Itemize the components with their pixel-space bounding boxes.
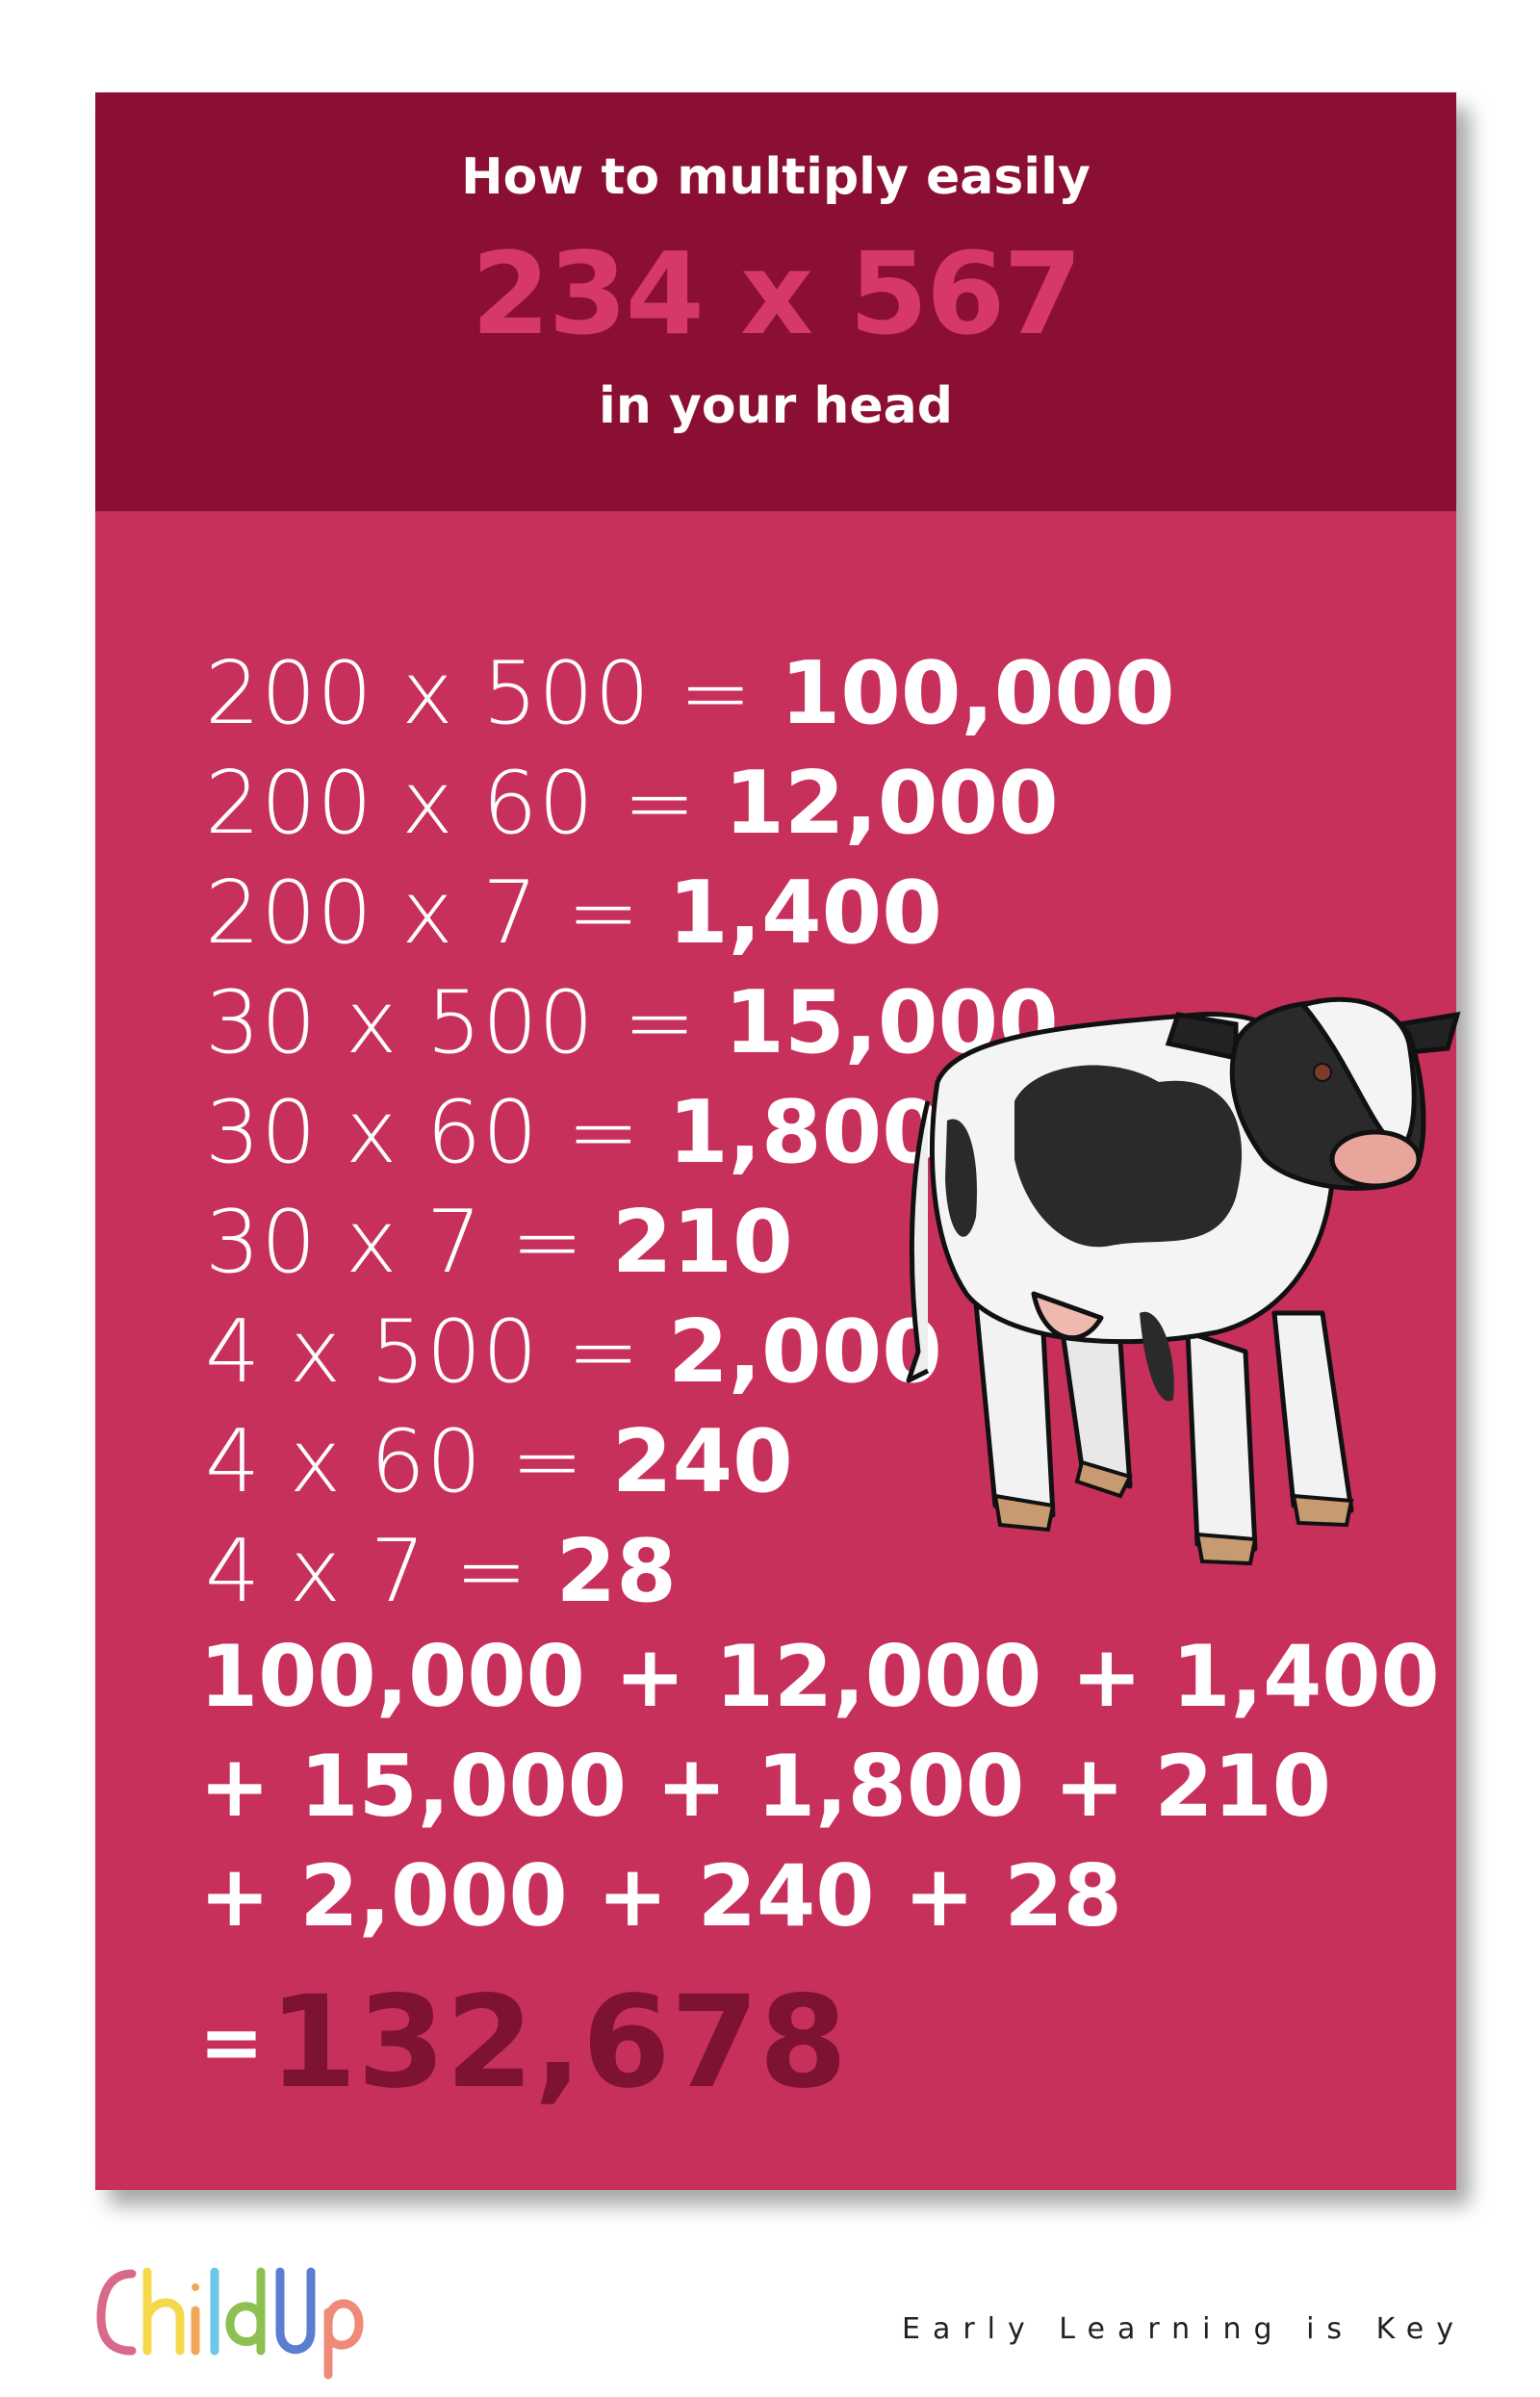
sum-line: 100,000 + 12,000 + 1,400 [199, 1627, 1440, 1726]
step-product: 240 [611, 1411, 793, 1512]
step-row: 4 x 60 = 240 [205, 1419, 793, 1506]
step-product: 2,000 [668, 1302, 942, 1403]
title: How to multiply easily [461, 148, 1091, 206]
result-value: 132,678 [269, 1969, 848, 2117]
step-product: 12,000 [724, 753, 1059, 854]
cow-illustration [906, 996, 1461, 1566]
step-expression: 200 x 500 = [205, 643, 754, 744]
step-row: 30 x 500 = 15,000 [205, 980, 1059, 1067]
problem: 234 x 567 [471, 227, 1083, 360]
step-row: 4 x 500 = 2,000 [205, 1309, 942, 1396]
step-expression: 200 x 7 = [205, 863, 641, 964]
sum-line: + 15,000 + 1,800 + 210 [199, 1737, 1332, 1836]
step-product: 1,400 [668, 863, 942, 964]
step-expression: 4 x 7 = [205, 1521, 529, 1622]
result: = 132,678 [199, 1979, 847, 2106]
step-expression: 4 x 60 = [205, 1411, 585, 1512]
step-row: 200 x 7 = 1,400 [205, 870, 942, 957]
step-expression: 30 x 60 = [205, 1082, 641, 1183]
step-row: 4 x 7 = 28 [205, 1529, 677, 1615]
step-product: 28 [555, 1521, 677, 1622]
step-expression: 30 x 500 = [205, 972, 697, 1073]
step-product: 1,800 [668, 1082, 942, 1183]
step-product: 100,000 [780, 643, 1175, 744]
result-equals: = [199, 1998, 265, 2087]
step-row: 200 x 60 = 12,000 [205, 760, 1059, 847]
poster-header: How to multiply easily 234 x 567 in your… [95, 92, 1456, 511]
step-row: 30 x 7 = 210 [205, 1199, 793, 1286]
step-product: 210 [611, 1192, 793, 1293]
step-row: 30 x 60 = 1,800 [205, 1090, 942, 1176]
poster: How to multiply easily 234 x 567 in your… [95, 92, 1461, 2190]
step-expression: 30 x 7 = [205, 1192, 585, 1293]
childup-logo [96, 2267, 364, 2380]
step-expression: 4 x 500 = [205, 1302, 641, 1403]
sum-line: + 2,000 + 240 + 28 [199, 1846, 1122, 1946]
step-row: 200 x 500 = 100,000 [205, 651, 1175, 737]
subtitle: in your head [599, 377, 953, 435]
step-expression: 200 x 60 = [205, 753, 697, 854]
tagline: Early Learning is Key [902, 2312, 1466, 2346]
